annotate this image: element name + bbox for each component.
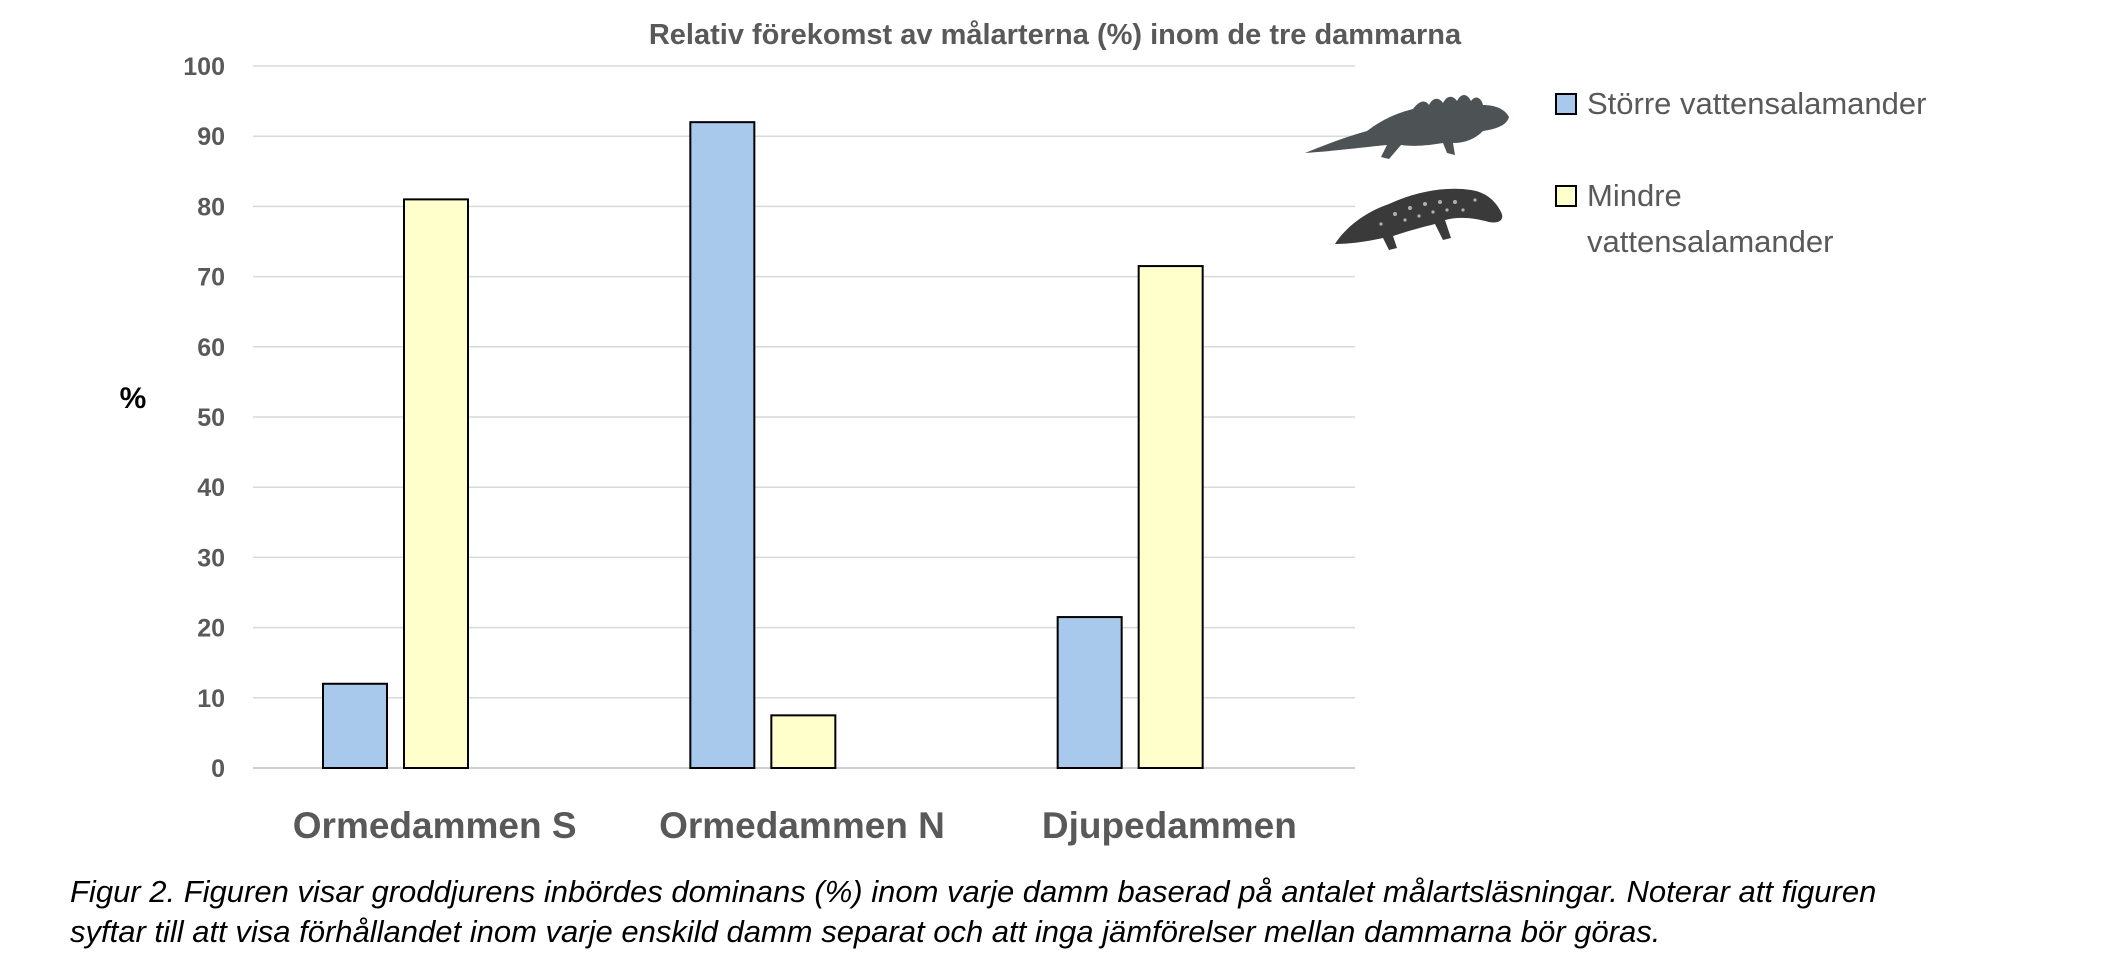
y-tick-label: 0 [211,755,225,783]
bar-storre-2 [689,121,756,770]
chart: Relativ förekomst av målarterna (%) inom… [120,19,1927,846]
y-tick-label: 70 [197,264,225,292]
legend-swatch [1555,185,1577,207]
x-tick-label: Djupedammen [1042,805,1297,846]
figure-caption: Figur 2. Figuren visar groddjurens inbör… [70,872,2090,952]
bar-mindre-1 [403,198,469,769]
caption-line-2: syftar till att visa förhållandet inom v… [70,914,1661,949]
bar-storre-3 [1056,616,1123,769]
y-tick-label: 10 [197,685,225,713]
x-tick-label: Ormedammen N [659,805,945,846]
bar-mindre-2 [770,714,837,769]
legend: Större vattensalamander Mindre vattensalam… [1555,86,1926,259]
y-tick-label: 30 [197,544,225,572]
y-tick-labels: 0 10 20 30 40 50 60 70 80 90 100 [183,53,225,783]
y-tick-label: 40 [197,474,225,502]
y-tick-label: 50 [197,404,225,432]
chart-title: Relativ förekomst av målarterna (%) inom… [649,19,1462,51]
bar-storre-1 [322,682,388,770]
y-tick-label: 20 [197,615,225,643]
x-tick-labels: Ormedammen S Ormedammen N Djupedammen [293,805,1297,846]
legend-label: Större vattensalamander [1587,86,1926,121]
caption-line-1: Figur 2. Figuren visar groddjurens inbör… [70,874,1877,909]
y-tick-label: 60 [197,334,225,362]
smooth-newt-icon [1335,188,1503,250]
y-axis-label: % [120,382,147,415]
bar-mindre-3 [1137,265,1204,769]
legend-label: Mindre [1587,178,1682,213]
y-tick-label: 80 [197,193,225,221]
y-tick-label: 90 [197,123,225,151]
bars [322,121,1204,770]
great-crested-newt-icon [1305,95,1509,159]
legend-label: vattensalamander [1587,224,1833,259]
x-tick-label: Ormedammen S [293,805,577,846]
legend-swatch [1555,93,1577,115]
y-tick-label: 100 [183,53,225,81]
